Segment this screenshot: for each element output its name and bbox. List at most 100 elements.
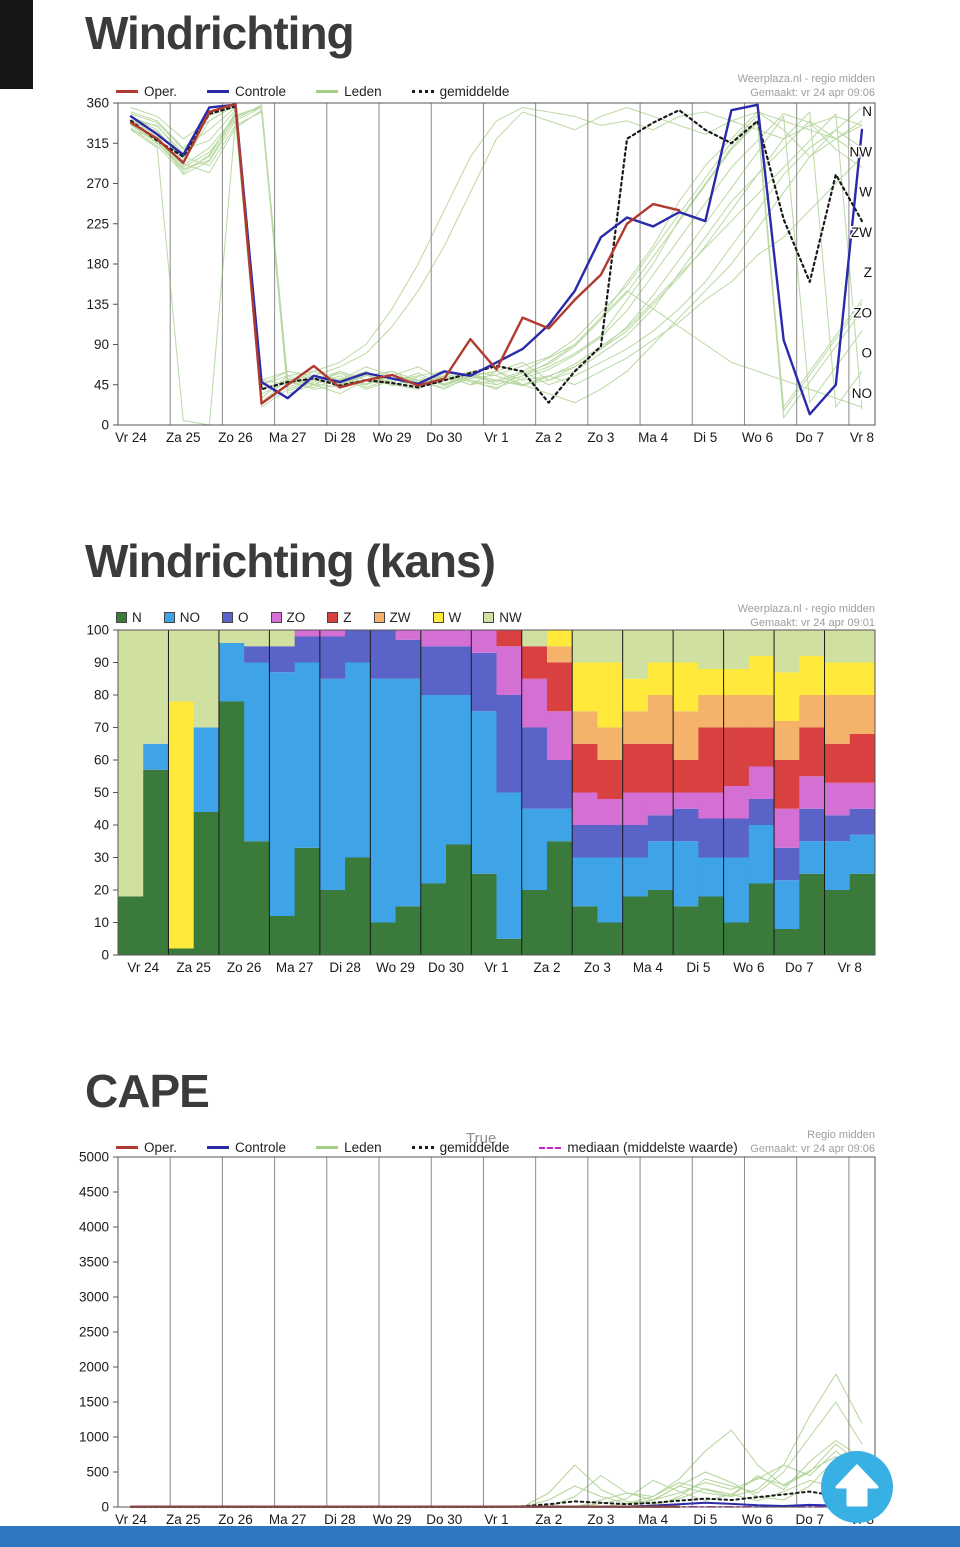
legend-label: Oper. xyxy=(144,1140,178,1155)
legend-label: mediaan (middelste waarde) xyxy=(567,1140,738,1155)
svg-text:180: 180 xyxy=(86,257,109,272)
series-controle xyxy=(129,103,864,416)
svg-text:Ma 4: Ma 4 xyxy=(638,430,669,445)
legend-swatch-icon xyxy=(411,1146,434,1149)
svg-text:Wo 29: Wo 29 xyxy=(373,430,412,445)
wind-direction-probability-chart-canvas: 0 10 20 30 40 50 60 70 80 90 100 Vr 24 Za 25 Zo 26 Ma … xyxy=(86,623,876,975)
svg-text:Zo 3: Zo 3 xyxy=(587,430,614,445)
svg-text:Za 25: Za 25 xyxy=(166,1512,201,1527)
x-axis-labels: Vr 24 Za 25 Zo 26 Ma 27 Di 28 Wo 29 Do 30 Vr 1 Z… xyxy=(115,430,874,445)
wind-direction-probability-section: Windrichting (kans) Weerplaza.nl - regio… xyxy=(0,520,960,1010)
legend-label: O xyxy=(238,610,249,625)
day-gridlines xyxy=(167,630,826,955)
legend-item-leden: Leden xyxy=(316,84,382,99)
svg-text:0: 0 xyxy=(101,418,109,433)
legend-swatch-icon xyxy=(163,612,175,623)
svg-text:Do 30: Do 30 xyxy=(426,430,462,445)
svg-text:2500: 2500 xyxy=(79,1325,109,1340)
legend-swatch-icon xyxy=(411,90,434,93)
svg-text:Zo 26: Zo 26 xyxy=(227,960,262,975)
stacked-probability-bars xyxy=(118,630,876,955)
legend-label: N xyxy=(132,610,142,625)
svg-text:Vr 8: Vr 8 xyxy=(838,960,862,975)
svg-text:Di 28: Di 28 xyxy=(329,960,361,975)
svg-text:70: 70 xyxy=(94,720,109,735)
y-axis-labels: 0 45 90 135 180 225 270 315 360 xyxy=(86,96,118,433)
svg-text:0: 0 xyxy=(101,948,109,963)
legend-item-zo: ZO xyxy=(270,610,305,625)
svg-text:Wo 29: Wo 29 xyxy=(376,960,415,975)
svg-text:60: 60 xyxy=(94,753,109,768)
svg-text:Za 25: Za 25 xyxy=(176,960,211,975)
legend-label: Z xyxy=(343,610,352,625)
svg-text:Zo 26: Zo 26 xyxy=(218,1512,253,1527)
svg-text:90: 90 xyxy=(94,337,109,352)
svg-text:Za 2: Za 2 xyxy=(535,1512,562,1527)
legend-label: ZW xyxy=(389,610,411,625)
legend-swatch-icon xyxy=(483,612,495,623)
svg-text:Do 7: Do 7 xyxy=(795,430,824,445)
top-left-dark-block xyxy=(0,0,33,89)
arrow-up-icon xyxy=(821,1451,893,1523)
legend-item-o: O xyxy=(222,610,249,625)
series-oper- xyxy=(129,102,681,405)
main-series-lines xyxy=(129,102,864,416)
svg-text:N: N xyxy=(862,104,872,119)
svg-text:225: 225 xyxy=(86,216,109,231)
svg-text:Za 25: Za 25 xyxy=(166,430,201,445)
svg-text:Ma 27: Ma 27 xyxy=(276,960,314,975)
cape-chart-canvas: 0 500 1000 1500 2000 2500 3000 3500 4000 4500 5000… xyxy=(79,1150,876,1527)
svg-text:NO: NO xyxy=(852,386,872,401)
svg-text:Ma 27: Ma 27 xyxy=(269,430,307,445)
legend-swatch-icon xyxy=(116,90,138,93)
legend-label: NW xyxy=(499,610,522,625)
svg-text:3500: 3500 xyxy=(79,1255,109,1270)
svg-text:Zo 3: Zo 3 xyxy=(587,1512,614,1527)
watermark-line2: Gemaakt: vr 24 apr 09:06 xyxy=(750,87,875,100)
legend-item-gemiddelde: gemiddelde xyxy=(411,84,509,99)
legend-item-gemiddelde: gemiddelde xyxy=(411,1140,509,1155)
svg-text:ZW: ZW xyxy=(851,225,872,240)
page-title-windrichting-kans: Windrichting (kans) xyxy=(85,535,496,587)
svg-text:Vr 1: Vr 1 xyxy=(484,1512,508,1527)
legend-swatch-icon xyxy=(373,612,385,623)
svg-text:Do 7: Do 7 xyxy=(785,960,814,975)
legend-label: Leden xyxy=(344,84,382,99)
day-gridlines xyxy=(169,1157,850,1507)
svg-text:Wo 29: Wo 29 xyxy=(373,1512,412,1527)
svg-text:20: 20 xyxy=(94,883,109,898)
svg-text:Di 5: Di 5 xyxy=(686,960,710,975)
svg-text:Wo 6: Wo 6 xyxy=(742,430,773,445)
legend-swatch-icon xyxy=(116,612,127,623)
legend-swatch-icon xyxy=(327,612,339,623)
wind-direction-legend: Oper. Controle Leden gemiddelde xyxy=(116,84,509,99)
legend-label: W xyxy=(448,610,462,625)
legend-item-mediaan-middelste-waarde-: mediaan (middelste waarde) xyxy=(539,1140,738,1155)
watermark: Regio midden Gemaakt: vr 24 apr 09:06 xyxy=(750,1128,875,1157)
svg-text:2000: 2000 xyxy=(79,1360,109,1375)
legend-swatch-icon xyxy=(207,1146,230,1149)
svg-text:10: 10 xyxy=(94,915,109,930)
legend-item-nw: NW xyxy=(483,610,522,625)
plot-border xyxy=(117,102,876,426)
legend-label: Controle xyxy=(235,1140,287,1155)
legend-swatch-icon xyxy=(207,90,230,93)
svg-text:Di 28: Di 28 xyxy=(324,1512,356,1527)
svg-text:4500: 4500 xyxy=(79,1185,109,1200)
svg-text:90: 90 xyxy=(94,655,109,670)
legend-item-controle: Controle xyxy=(207,84,286,99)
svg-text:30: 30 xyxy=(94,850,109,865)
legend-swatch-icon xyxy=(316,1146,339,1149)
svg-text:Do 7: Do 7 xyxy=(795,1512,824,1527)
legend-label: Leden xyxy=(344,1140,382,1155)
svg-text:Wo 6: Wo 6 xyxy=(742,1512,773,1527)
svg-text:Vr 24: Vr 24 xyxy=(115,430,147,445)
scroll-to-top-button[interactable] xyxy=(821,1451,893,1523)
svg-text:315: 315 xyxy=(86,136,109,151)
x-axis-labels: Vr 24 Za 25 Zo 26 Ma 27 Di 28 Wo 29 Do 30 Vr 1 Z… xyxy=(127,960,862,975)
svg-text:Za 2: Za 2 xyxy=(535,430,562,445)
wind-direction-section: Windrichting Weerplaza.nl - regio midden… xyxy=(0,0,960,470)
svg-text:Vr 1: Vr 1 xyxy=(484,430,508,445)
svg-text:3000: 3000 xyxy=(79,1290,109,1305)
